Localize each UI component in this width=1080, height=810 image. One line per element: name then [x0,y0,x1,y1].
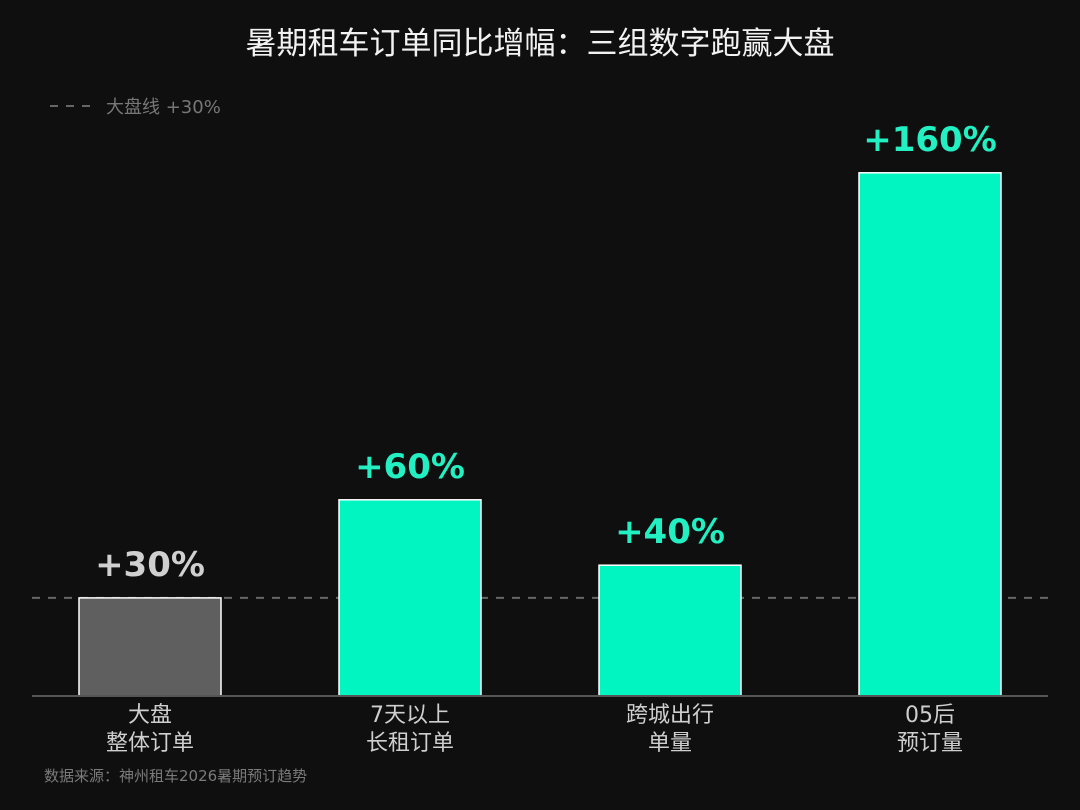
category-label-4-line-2: 预订量 [897,731,963,756]
category-label-2-line-2: 长租订单 [366,731,454,756]
category-label-3-line-1: 跨城出行 [626,703,714,728]
category-label-4-line-1: 05后 [905,703,955,728]
value-label-1: +30% [95,545,205,585]
value-label-3: +40% [615,512,725,552]
bar-1 [78,597,222,697]
category-label-1-line-1: 大盘 [128,703,172,728]
category-label-1-line-2: 整体订单 [106,731,194,756]
bar-3 [598,564,742,697]
bar-2 [338,499,482,697]
category-label-3-line-2: 单量 [648,731,692,756]
legend: 大盘线 +30% [50,97,221,118]
source-note: 数据来源：神州租车2026暑期预订趋势 [44,767,307,785]
bar-4 [858,172,1002,697]
value-label-2: +60% [355,447,465,487]
category-label-2-line-1: 7天以上 [370,703,450,728]
legend-reference-label: 大盘线 +30% [106,97,221,118]
chart-title: 暑期租车订单同比增幅：三组数字跑赢大盘 [246,26,835,62]
value-label-4: +160% [863,120,997,160]
